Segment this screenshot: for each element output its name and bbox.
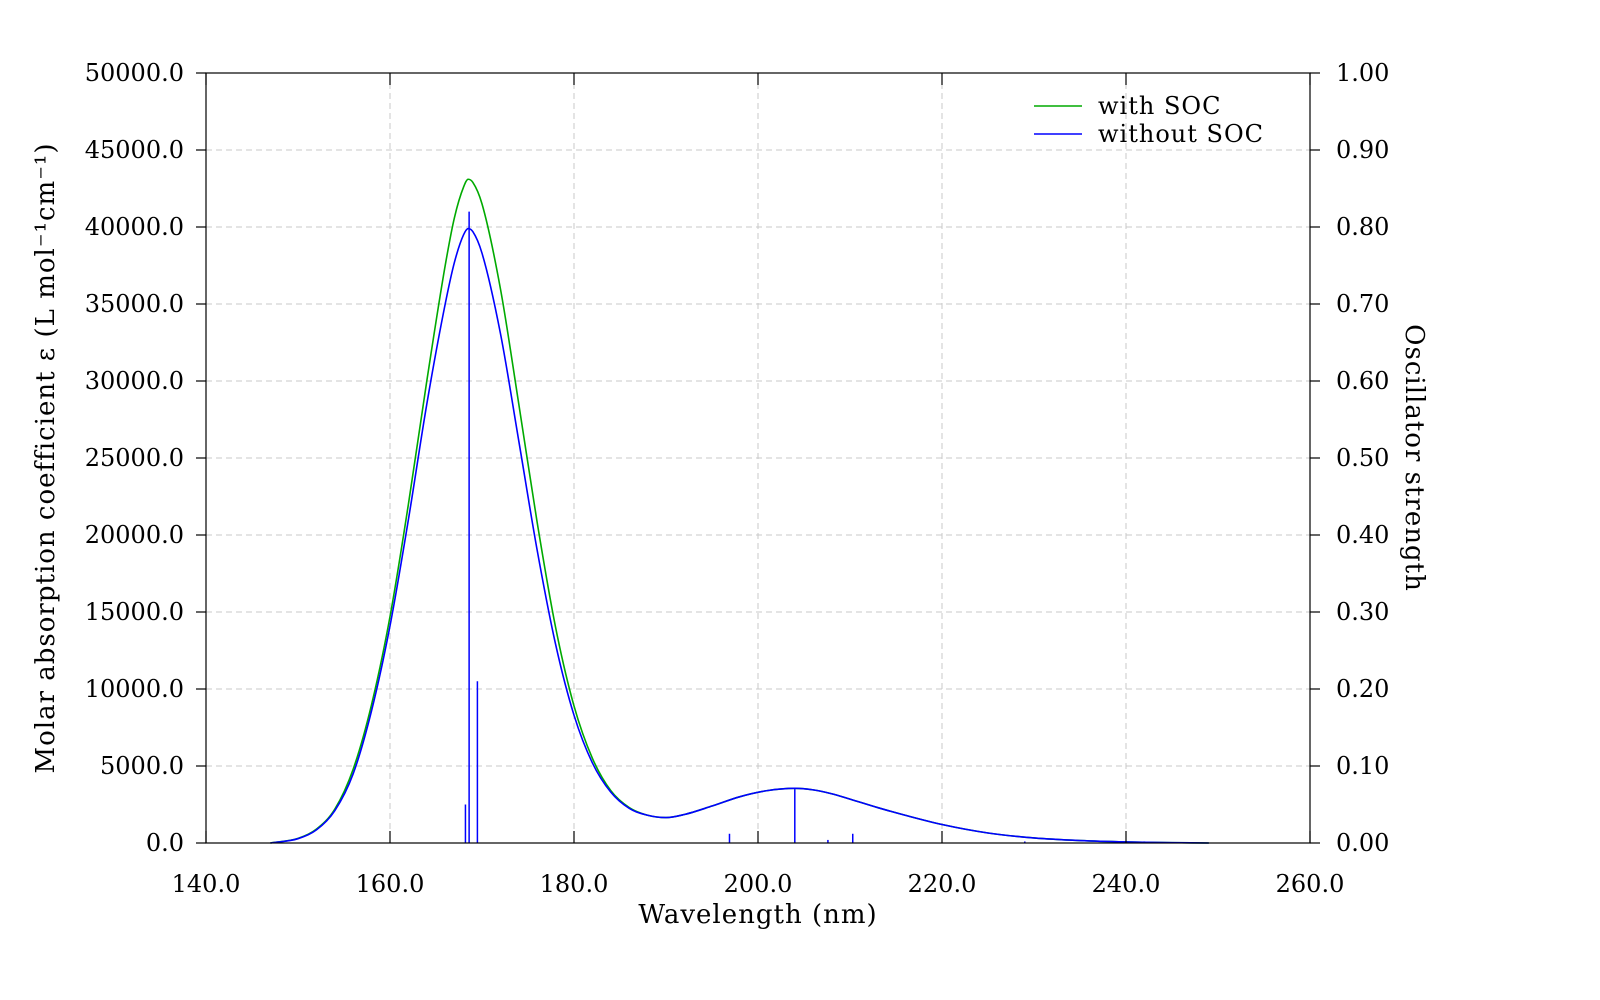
y-left-axis-title: Molar absorption coefficient ε (L mol⁻¹c… bbox=[31, 143, 61, 774]
y-left-tick-label: 25000.0 bbox=[85, 444, 184, 472]
oscillator-sticks bbox=[464, 211, 1026, 843]
y-left-tick-label: 10000.0 bbox=[85, 675, 184, 703]
x-tick-labels: 140.0 160.0 180.0 200.0 220.0 240.0 260.… bbox=[172, 870, 1345, 898]
y-right-tick-label: 0.50 bbox=[1336, 444, 1389, 472]
legend-label-with-soc: with SOC bbox=[1098, 92, 1221, 120]
y-left-tick-labels: 0.0 5000.0 10000.0 15000.0 20000.0 25000… bbox=[85, 59, 184, 857]
y-right-tick-label: 0.70 bbox=[1336, 290, 1389, 318]
y-right-tick-labels: 0.00 0.10 0.20 0.30 0.40 0.50 0.60 0.70 … bbox=[1336, 59, 1389, 857]
legend-label-without-soc: without SOC bbox=[1098, 120, 1264, 148]
grid-lines bbox=[206, 73, 1310, 843]
x-tick-label: 200.0 bbox=[724, 870, 793, 898]
series-line-without-soc bbox=[270, 227, 1209, 844]
legend: with SOC without SOC bbox=[1034, 92, 1264, 148]
y-left-tick-label: 5000.0 bbox=[100, 752, 184, 780]
x-tick-label: 160.0 bbox=[356, 870, 425, 898]
x-tick-label: 260.0 bbox=[1276, 870, 1345, 898]
x-tick-label: 240.0 bbox=[1092, 870, 1161, 898]
y-left-tick-label: 20000.0 bbox=[85, 521, 184, 549]
series-lines bbox=[270, 178, 1209, 844]
x-tick-label: 220.0 bbox=[908, 870, 977, 898]
y-right-tick-label: 0.40 bbox=[1336, 521, 1389, 549]
y-right-axis-title: Oscillator strength bbox=[1399, 324, 1429, 592]
x-tick-label: 180.0 bbox=[540, 870, 609, 898]
y-right-tick-label: 0.30 bbox=[1336, 598, 1389, 626]
y-right-tick-label: 0.90 bbox=[1336, 136, 1389, 164]
y-left-tick-label: 40000.0 bbox=[85, 213, 184, 241]
x-tick-label: 140.0 bbox=[172, 870, 241, 898]
y-left-tick-label: 0.0 bbox=[146, 829, 184, 857]
y-left-tick-label: 45000.0 bbox=[85, 136, 184, 164]
y-right-tick-label: 1.00 bbox=[1336, 59, 1389, 87]
y-right-tick-label: 0.10 bbox=[1336, 752, 1389, 780]
y-right-tick-label: 0.20 bbox=[1336, 675, 1389, 703]
x-axis-title: Wavelength (nm) bbox=[638, 900, 877, 930]
series-line-with-soc bbox=[270, 178, 1209, 844]
y-left-tick-label: 15000.0 bbox=[85, 598, 184, 626]
y-left-tick-label: 50000.0 bbox=[85, 59, 184, 87]
y-left-tick-label: 30000.0 bbox=[85, 367, 184, 395]
y-right-tick-label: 0.00 bbox=[1336, 829, 1389, 857]
axis-ticks bbox=[196, 72, 1320, 844]
y-left-tick-label: 35000.0 bbox=[85, 290, 184, 318]
y-right-tick-label: 0.80 bbox=[1336, 213, 1389, 241]
y-right-tick-label: 0.60 bbox=[1336, 367, 1389, 395]
